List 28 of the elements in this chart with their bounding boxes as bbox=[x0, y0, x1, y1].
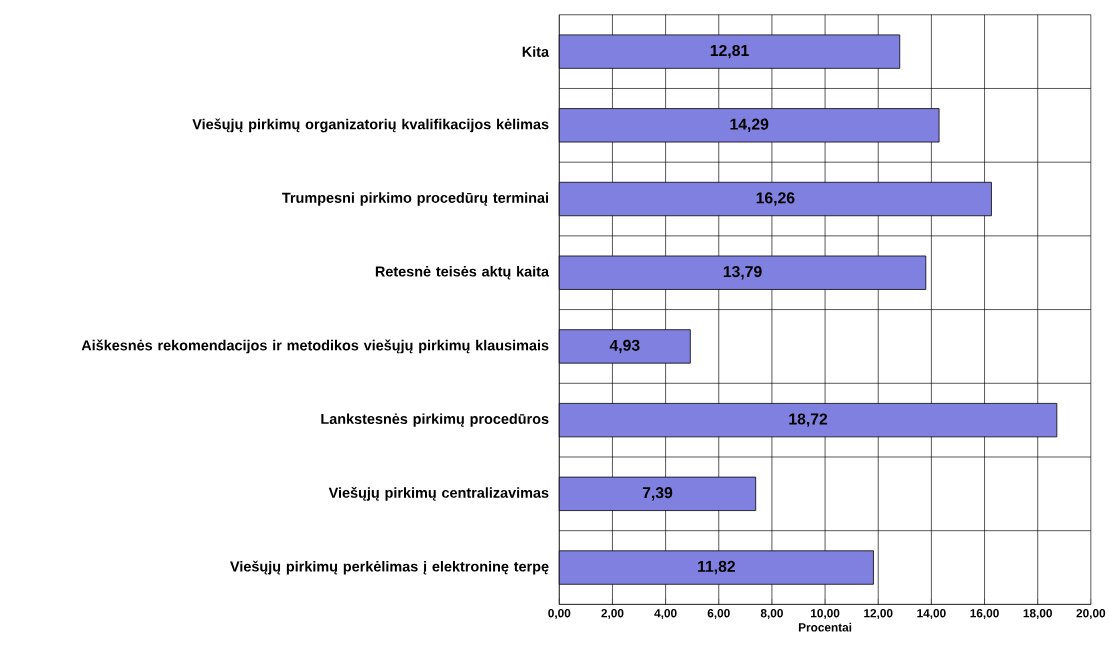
data-label: 11,82 bbox=[698, 561, 736, 575]
x-tick-label: 6,00 bbox=[707, 609, 730, 620]
x-tick-label: 12,00 bbox=[864, 609, 893, 620]
x-tick-label: 16,00 bbox=[970, 609, 999, 620]
y-tick-label: Trumpesni pirkimo procedūrų terminai bbox=[282, 192, 549, 206]
data-label: 13,79 bbox=[723, 266, 762, 280]
y-tick-label: Viešųjų pirkimų organizatorių kvalifikacijos kėlimas bbox=[192, 118, 549, 133]
y-tick-label: Kita bbox=[522, 46, 550, 58]
x-tick-label: 10,00 bbox=[811, 609, 840, 620]
x-tick-label: 8,00 bbox=[760, 609, 783, 620]
y-tick-label: Aiškesnės rekomendacijos ir metodikos viešųjų pirkimų klausimais bbox=[81, 339, 549, 354]
x-tick-label: 2,00 bbox=[601, 609, 624, 620]
y-tick-label: Viešųjų pirkimų centralizavimas bbox=[328, 487, 549, 501]
x-tick-label: 20,00 bbox=[1076, 609, 1106, 620]
data-label: 16,26 bbox=[756, 192, 795, 206]
x-tick-label: 18,00 bbox=[1023, 609, 1052, 620]
y-tick-label: Lankstesnės pirkimų procedūros bbox=[321, 413, 549, 428]
x-tick-label: 0,00 bbox=[548, 609, 571, 620]
data-label: 18,72 bbox=[789, 413, 828, 428]
data-label: 4,93 bbox=[609, 339, 640, 354]
x-tick-label: 4,00 bbox=[654, 609, 677, 620]
x-tick-label: 14,00 bbox=[917, 609, 946, 620]
y-tick-label: Retesnė teisės aktų kaita bbox=[375, 266, 550, 280]
y-tick-label: Viešųjų pirkimų perkėlimas į elektroninę terpę bbox=[230, 560, 549, 575]
data-label: 14,29 bbox=[730, 118, 769, 133]
x-axis-title: Procentai bbox=[798, 623, 852, 632]
data-label: 12,81 bbox=[710, 45, 749, 59]
data-label: 7,39 bbox=[642, 487, 673, 501]
